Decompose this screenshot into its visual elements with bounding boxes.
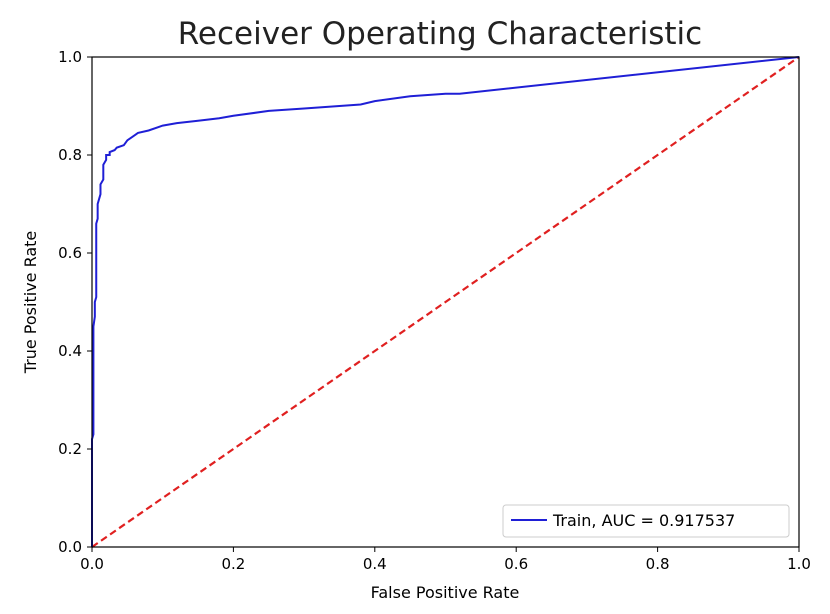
- roc-curve-train: [91, 56, 800, 547]
- y-tick-label: 0.6: [58, 244, 82, 262]
- x-axis-label: False Positive Rate: [371, 583, 520, 602]
- legend-box: [502, 504, 790, 538]
- y-tick-label: 0.4: [58, 342, 82, 360]
- legend: Train, AUC = 0.917537: [502, 504, 790, 538]
- plot-area: [91, 56, 800, 548]
- axis-ticks: 0.0 0.2 0.4 0.6 0.8 1.0 0.0 0.2 0.4 0.6 0.8 1.0: [58, 48, 811, 573]
- x-tick-label: 0.6: [504, 555, 528, 573]
- y-axis-label: True Positive Rate: [21, 231, 40, 375]
- diagonal-reference-line: [91, 56, 800, 548]
- chart-title: Receiver Operating Characteristic: [178, 16, 702, 52]
- x-tick-label: 1.0: [787, 555, 811, 573]
- y-tick-label: 1.0: [58, 48, 82, 66]
- x-tick-label: 0.4: [363, 555, 387, 573]
- x-tick-label: 0.0: [80, 555, 104, 573]
- legend-label: Train, AUC = 0.917537: [552, 511, 735, 530]
- x-tick-label: 0.8: [646, 555, 670, 573]
- y-tick-label: 0.8: [58, 146, 82, 164]
- y-tick-label: 0.2: [58, 440, 82, 458]
- y-tick-label: 0.0: [58, 538, 82, 556]
- x-tick-label: 0.2: [221, 555, 245, 573]
- plot-frame: [91, 56, 800, 548]
